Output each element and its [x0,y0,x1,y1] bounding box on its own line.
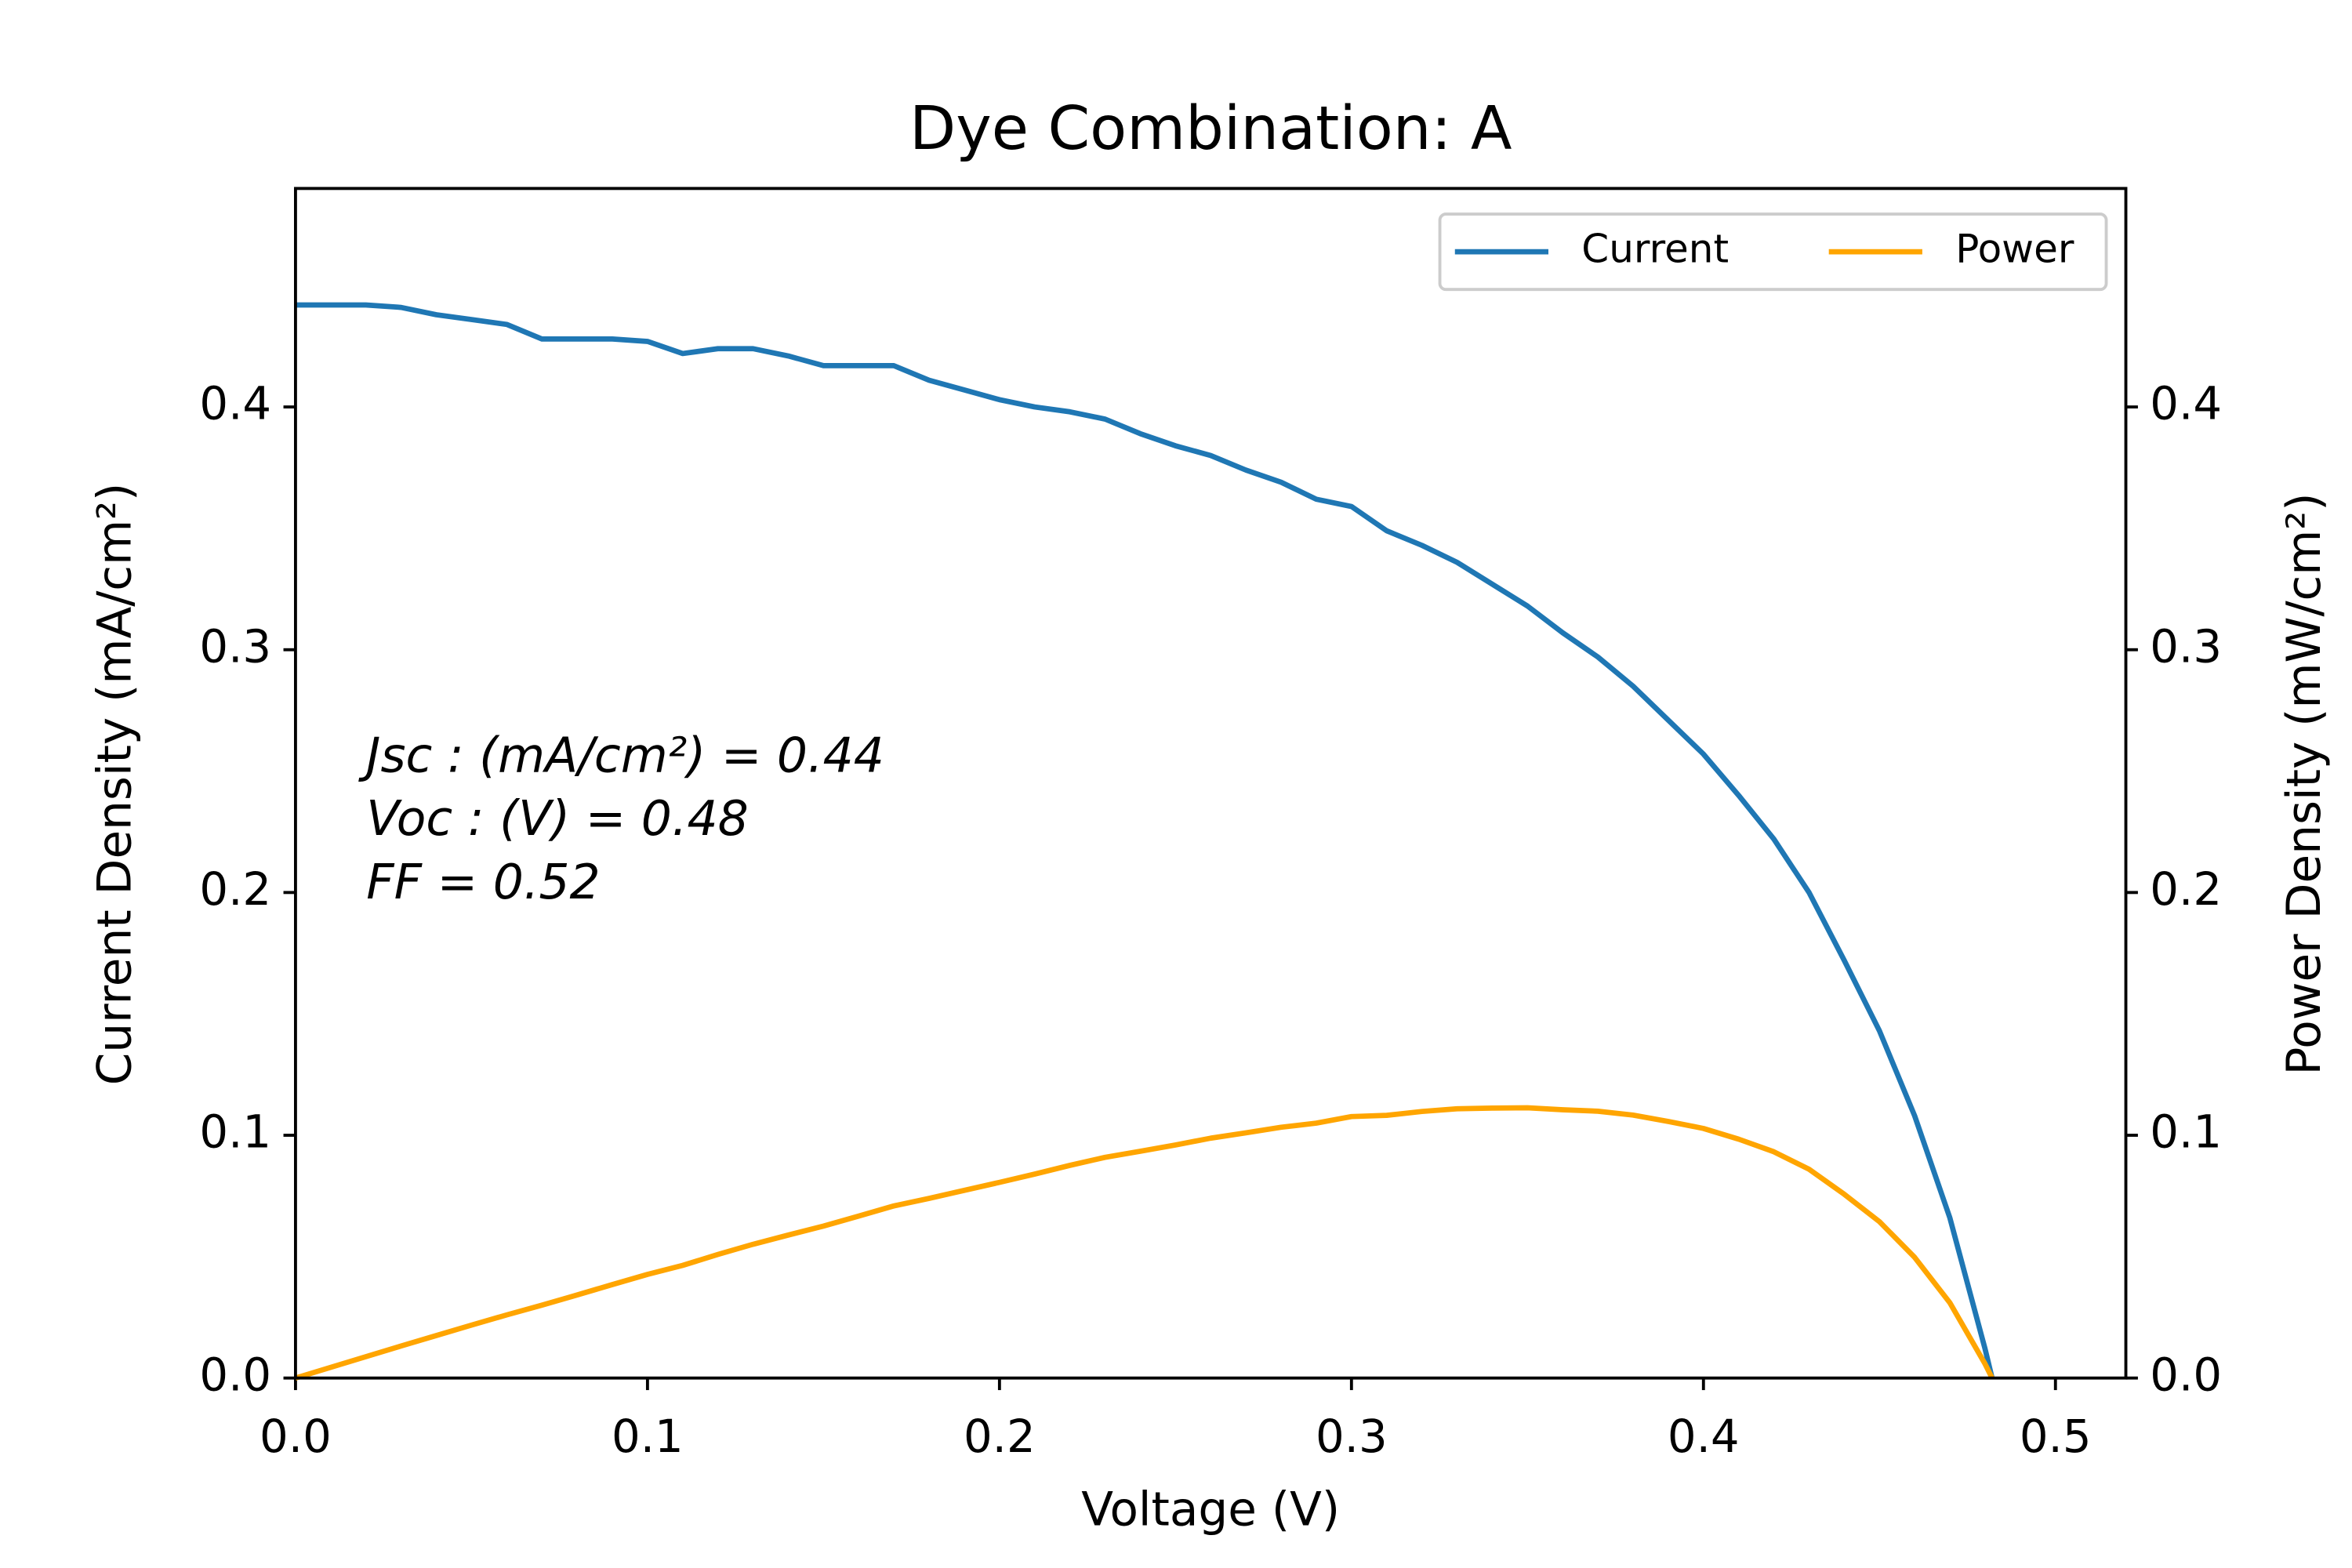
x-axis-label: Voltage (V) [1081,1483,1340,1537]
y2-tick-label: 0.0 [2150,1348,2222,1401]
legend-label: Current [1581,227,1729,272]
x-tick-label: 0.3 [1316,1410,1388,1463]
x-tick-label: 0.2 [964,1410,1036,1463]
legend-label: Power [1955,227,2074,272]
annotation: FF = 0.52 [366,854,600,910]
chart-title: Dye Combination: A [909,94,1512,164]
y2-tick-label: 0.1 [2150,1105,2222,1159]
y-axis-label: Current Density (mA/cm²) [89,483,143,1086]
y-tick-label: 0.2 [199,862,271,916]
x-tick-label: 0.4 [1668,1410,1740,1463]
x-tick-label: 0.5 [2020,1410,2092,1463]
line-current [295,302,1995,1379]
annotation: Jsc : (mA/cm²) = 0.44 [358,727,884,783]
line-power [294,1105,1994,1381]
y2-tick-label: 0.3 [2150,619,2222,673]
plot-frame [294,187,2128,1380]
y-tick-label: 0.4 [199,377,271,430]
y-tick-label: 0.1 [199,1105,271,1159]
legend-box [1438,212,2108,292]
x-tick-label: 0.1 [612,1410,684,1463]
y-tick-label: 0.3 [199,619,271,673]
y2-axis-label: Power Density (mW/cm²) [2278,492,2332,1075]
x-tick-label: 0.0 [260,1410,332,1463]
y2-tick-label: 0.4 [2150,377,2222,430]
y2-tick-label: 0.2 [2150,862,2222,916]
y-tick-label: 0.0 [199,1348,271,1401]
annotation: Voc : (V) = 0.48 [366,790,748,847]
